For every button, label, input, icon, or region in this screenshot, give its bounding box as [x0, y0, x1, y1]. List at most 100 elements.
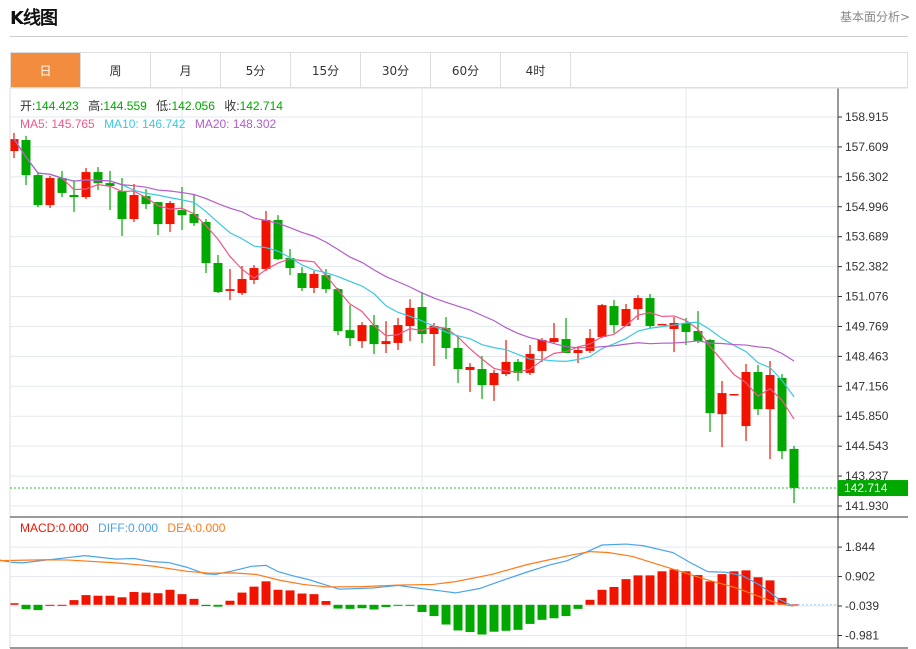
macd-histogram-bar — [465, 604, 475, 633]
tab-60min[interactable]: 60分 — [431, 53, 501, 87]
macd-histogram-bar — [33, 604, 43, 611]
candle-body — [573, 350, 583, 354]
candle-body — [393, 325, 403, 343]
candle-body — [141, 196, 151, 205]
last-price-label: 142.714 — [844, 481, 888, 495]
price-tick-label: 143.237 — [845, 469, 889, 483]
macd-histogram-bar — [525, 604, 535, 624]
macd-histogram-bar — [153, 593, 163, 605]
high-value: 144.559 — [103, 99, 147, 113]
price-tick-label: 148.463 — [845, 349, 889, 363]
tab-4hour[interactable]: 4时 — [501, 53, 571, 87]
price-tick-label: 145.850 — [845, 409, 889, 423]
macd-histogram-bar — [441, 604, 451, 625]
candle-body — [273, 219, 283, 260]
macd-histogram-bar — [357, 604, 367, 609]
candle-body — [789, 448, 799, 489]
dea-line — [0, 550, 793, 607]
tab-week[interactable]: 周 — [81, 53, 151, 87]
candle-body — [453, 347, 463, 370]
macd-histogram-bar — [345, 604, 355, 609]
macd-histogram-bar — [9, 603, 19, 605]
candle-body — [729, 394, 739, 396]
fundamental-analysis-link[interactable]: 基本面分析> — [839, 10, 910, 24]
price-tick-label: 158.915 — [845, 110, 889, 124]
open-label: 开: — [20, 99, 35, 113]
candle-body — [249, 268, 259, 280]
candle-body — [9, 139, 19, 152]
ma10-value: MA10: 146.742 — [104, 117, 186, 131]
candle-body — [633, 298, 643, 310]
high-label: 高: — [88, 98, 103, 113]
open-value: 144.423 — [35, 99, 79, 113]
tab-5min[interactable]: 5分 — [221, 53, 291, 87]
price-tick-label: 152.382 — [845, 260, 889, 274]
macd-histogram-bar — [105, 595, 115, 605]
ma-readout: MA5: 145.765 MA10: 146.742 MA20: 148.302 — [20, 117, 277, 131]
macd-histogram-bar — [681, 571, 691, 605]
price-tick-label: 154.996 — [845, 200, 889, 214]
candle-body — [693, 331, 703, 342]
macd-histogram-bar — [117, 597, 127, 605]
close-label: 收: — [224, 99, 239, 113]
tab-30min[interactable]: 30分 — [361, 53, 431, 87]
ma10-line — [13, 138, 795, 398]
tab-day[interactable]: 日 — [11, 53, 81, 87]
candle-body — [225, 289, 235, 291]
macd-histogram-bar — [669, 569, 679, 605]
candle-body — [285, 257, 295, 269]
candle-body — [177, 210, 187, 216]
macd-value: MACD:0.000 — [20, 521, 89, 535]
macd-histogram-bar — [201, 604, 211, 607]
candle-body — [501, 361, 511, 375]
macd-histogram-bar — [513, 604, 523, 630]
macd-tick-label: 1.844 — [845, 540, 875, 554]
candle-body — [537, 339, 547, 351]
candle-body — [597, 305, 607, 337]
candle-body — [57, 178, 67, 193]
candle-body — [321, 275, 331, 290]
macd-histogram-bar — [609, 586, 619, 605]
price-tick-label: 151.076 — [845, 290, 889, 304]
ma5-value: MA5: 145.765 — [20, 117, 95, 131]
macd-histogram-bar — [381, 604, 391, 607]
ma20-value: MA20: 148.302 — [195, 117, 277, 131]
candle-body — [765, 374, 775, 410]
candle-body — [609, 306, 619, 326]
macd-histogram-bar — [585, 599, 595, 605]
tab-month[interactable]: 月 — [151, 53, 221, 87]
ohlc-readout: 开:144.423 高:144.559 低:142.056 收:142.714 — [20, 98, 283, 113]
ma5-line — [13, 138, 795, 420]
candle-body — [45, 178, 55, 206]
macd-histogram-bar — [333, 604, 343, 609]
macd-histogram-bar — [297, 593, 307, 605]
candle-body — [189, 213, 199, 223]
close-value: 142.714 — [240, 99, 284, 113]
candle-body — [489, 372, 499, 386]
macd-histogram-bar — [633, 575, 643, 605]
candle-body — [297, 273, 307, 288]
candle-body — [741, 372, 751, 427]
tab-15min[interactable]: 15分 — [291, 53, 361, 87]
macd-histogram-bar — [645, 575, 655, 605]
candle-body — [369, 325, 379, 345]
macd-histogram-bar — [189, 598, 199, 605]
candle-body — [33, 175, 43, 206]
candle-body — [93, 172, 103, 184]
candle-body — [333, 289, 343, 332]
candle-body — [477, 369, 487, 386]
candle-body — [213, 263, 223, 293]
price-tick-label: 144.543 — [845, 439, 889, 453]
macd-histogram-bar — [225, 600, 235, 605]
price-tick-label: 157.609 — [845, 140, 889, 154]
candle-body — [165, 202, 175, 225]
diff-line — [0, 543, 794, 607]
macd-histogram-bar — [261, 581, 271, 605]
price-tick-label: 149.769 — [845, 319, 889, 333]
candle-body — [105, 183, 115, 187]
candle-body — [705, 339, 715, 414]
candle-body — [345, 330, 355, 339]
macd-histogram-bar — [561, 604, 571, 617]
